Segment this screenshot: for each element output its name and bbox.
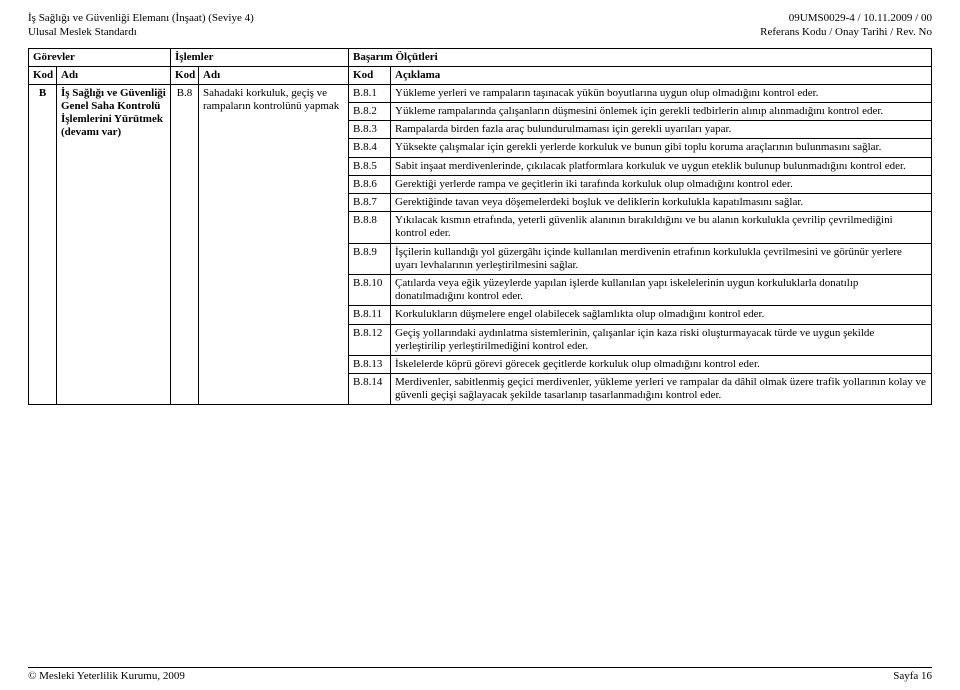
crit-kod: B.8.1 [349, 84, 391, 102]
col-basarim: Başarım Ölçütleri [349, 48, 932, 66]
header-right: 09UMS0029-4 / 10.11.2009 / 00 Referans K… [760, 12, 932, 40]
crit-txt: Yükleme rampalarında çalışanların düşmes… [391, 103, 932, 121]
crit-txt: Merdivenler, sabitlenmiş geçici merdiven… [391, 374, 932, 405]
header-refline: Referans Kodu / Onay Tarihi / Rev. No [760, 26, 932, 40]
header-subtitle: Ulusal Meslek Standardı [28, 26, 254, 40]
crit-txt: Geçiş yollarındaki aydınlatma sistemleri… [391, 324, 932, 355]
crit-txt: Yüksekte çalışmalar için gerekli yerlerd… [391, 139, 932, 157]
crit-txt: Yıkılacak kısmın etrafında, yeterli güve… [391, 212, 932, 243]
table-row: B İş Sağlığı ve Güvenliği Genel Saha Kon… [29, 84, 932, 102]
crit-kod: B.8.8 [349, 212, 391, 243]
header-left: İş Sağlığı ve Güvenliği Elemanı (İnşaat)… [28, 12, 254, 40]
criteria-table: Görevler İşlemler Başarım Ölçütleri Kod … [28, 48, 932, 406]
crit-txt: Korkulukların düşmelere engel olabilecek… [391, 306, 932, 324]
sub-header-row: Kod Adı Kod Adı Kod Açıklama [29, 66, 932, 84]
crit-kod: B.8.13 [349, 355, 391, 373]
crit-kod: B.8.12 [349, 324, 391, 355]
footer-left: © Mesleki Yeterlilik Kurumu, 2009 [28, 670, 185, 682]
sub-kod-2: Kod [171, 66, 199, 84]
crit-txt: İşçilerin kullandığı yol güzergâhı içind… [391, 243, 932, 274]
sub-kod-1: Kod [29, 66, 57, 84]
crit-txt: Rampalarda birden fazla araç bulundurulm… [391, 121, 932, 139]
crit-kod: B.8.5 [349, 157, 391, 175]
gorev-kod: B [29, 84, 57, 405]
crit-kod: B.8.4 [349, 139, 391, 157]
crit-txt: İskelelerde köprü görevi görecek geçitle… [391, 355, 932, 373]
sub-adi-2: Adı [199, 66, 349, 84]
footer-right: Sayfa 16 [893, 670, 932, 682]
crit-txt: Yükleme yerleri ve rampaların taşınacak … [391, 84, 932, 102]
islem-kod: B.8 [171, 84, 199, 405]
header-title: İş Sağlığı ve Güvenliği Elemanı (İnşaat)… [28, 12, 254, 26]
crit-kod: B.8.10 [349, 274, 391, 305]
col-islemler: İşlemler [171, 48, 349, 66]
crit-kod: B.8.6 [349, 175, 391, 193]
gorev-adi: İş Sağlığı ve Güvenliği Genel Saha Kontr… [57, 84, 171, 405]
crit-kod: B.8.7 [349, 194, 391, 212]
sub-adi-1: Adı [57, 66, 171, 84]
header-code: 09UMS0029-4 / 10.11.2009 / 00 [760, 12, 932, 26]
crit-txt: Gerektiği yerlerde rampa ve geçitlerin i… [391, 175, 932, 193]
group-header-row: Görevler İşlemler Başarım Ölçütleri [29, 48, 932, 66]
crit-txt: Çatılarda veya eğik yüzeylerde yapılan i… [391, 274, 932, 305]
crit-kod: B.8.11 [349, 306, 391, 324]
sub-kod-3: Kod [349, 66, 391, 84]
islem-adi: Sahadaki korkuluk, geçiş ve rampaların k… [199, 84, 349, 405]
crit-kod: B.8.3 [349, 121, 391, 139]
sub-aciklama: Açıklama [391, 66, 932, 84]
crit-txt: Sabit inşaat merdivenlerinde, çıkılacak … [391, 157, 932, 175]
page-footer: © Mesleki Yeterlilik Kurumu, 2009 Sayfa … [28, 667, 932, 682]
crit-kod: B.8.2 [349, 103, 391, 121]
crit-kod: B.8.14 [349, 374, 391, 405]
page-header: İş Sağlığı ve Güvenliği Elemanı (İnşaat)… [28, 12, 932, 40]
crit-txt: Gerektiğinde tavan veya döşemelerdeki bo… [391, 194, 932, 212]
col-gorevler: Görevler [29, 48, 171, 66]
table-body: B İş Sağlığı ve Güvenliği Genel Saha Kon… [29, 84, 932, 405]
crit-kod: B.8.9 [349, 243, 391, 274]
